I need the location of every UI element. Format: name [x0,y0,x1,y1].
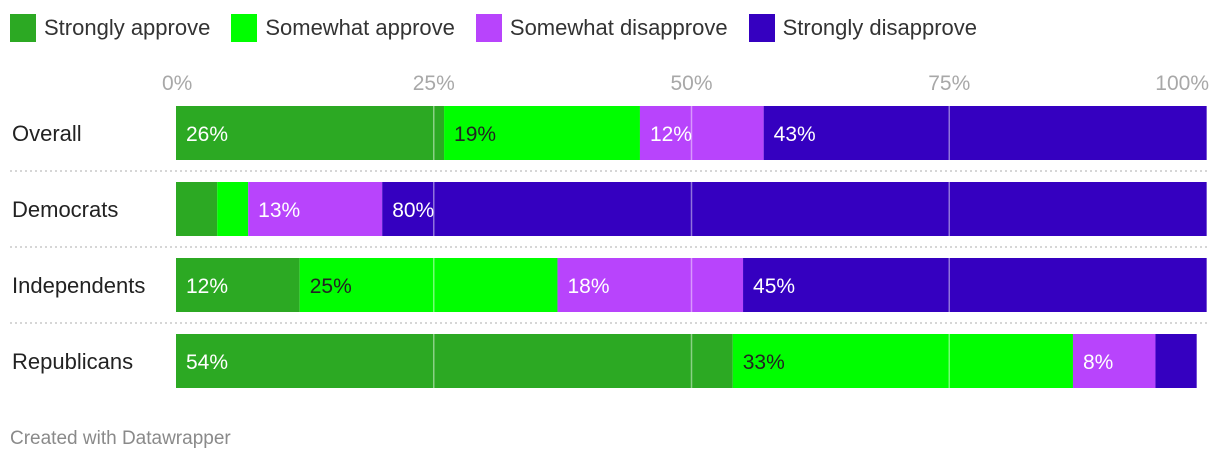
legend-item: Somewhat disapprove [475,14,728,42]
bar-segment [1155,334,1197,388]
legend-swatch [475,14,502,42]
bar-segment [176,258,300,312]
value-label: 43% [774,123,816,146]
category-label: Republicans [12,349,133,374]
bar-segment [176,106,445,160]
bar-segment [743,258,1207,312]
bar-segment [176,334,733,388]
bar-segment [299,258,558,312]
category-label: Democrats [12,197,118,222]
category-label: Independents [12,273,145,298]
value-label: 12% [650,123,692,146]
chart-legend: Strongly approve Somewhat approve Somewhat… [10,12,998,44]
x-tick-label: 50% [670,72,712,95]
value-label: 13% [258,199,300,222]
bar-segment [732,334,1073,388]
bar-segment [382,182,1207,236]
bar-segment [763,106,1207,160]
legend-swatch [10,14,36,42]
value-label: 19% [454,123,496,146]
x-tick-label: 75% [928,72,970,95]
bar-segment [217,182,249,236]
bar-segment [1072,334,1156,388]
value-label: 33% [743,351,785,374]
value-label: 54% [186,351,228,374]
legend-label: Somewhat approve [265,15,455,40]
legend-label: Strongly disapprove [782,15,978,40]
bar-segment [557,258,744,312]
legend-item: Strongly disapprove [748,14,978,42]
value-label: 26% [186,123,228,146]
category-label: Overall [12,121,82,146]
x-tick-label: 0% [162,72,192,95]
value-label: 45% [753,275,795,298]
bar-segment [639,106,764,160]
value-label: 25% [310,275,352,298]
legend-item: Somewhat approve [231,14,455,42]
credit-text: Created with Datawrapper [10,428,231,449]
legend-label: Somewhat disapprove [509,15,728,40]
legend-swatch [231,14,258,42]
bar-segment [248,182,383,236]
value-label: 12% [186,275,228,298]
bar-segment [176,182,218,236]
bar-segment [444,106,640,160]
value-label: 18% [567,275,609,298]
x-tick-label: 100% [1155,72,1209,95]
value-label: 80% [392,199,434,222]
legend-label: Strongly approve [44,15,211,40]
value-label: 8% [1083,351,1113,374]
legend-swatch [748,14,775,42]
legend-item: Strongly approve [10,14,210,42]
x-tick-label: 25% [413,72,455,95]
